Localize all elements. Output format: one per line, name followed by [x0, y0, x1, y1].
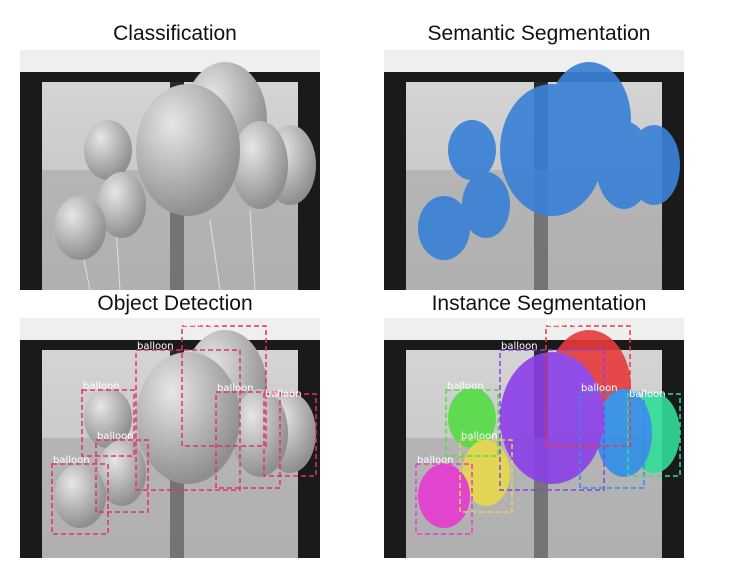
semantic-segmentation-image — [384, 50, 684, 290]
panel-object-detection: balloon balloon balloon balloon balloon … — [20, 318, 320, 558]
instance-label: balloon — [547, 318, 584, 329]
detection-boxes — [51, 325, 317, 535]
instance-label: balloon — [501, 341, 538, 352]
title-semantic-segmentation: Semantic Segmentation — [427, 22, 651, 45]
title-instance-segmentation: Instance Segmentation — [431, 292, 647, 315]
title-object-detection: Object Detection — [97, 292, 253, 315]
instance-box — [415, 463, 473, 535]
detection-box — [135, 349, 241, 491]
instance-mask-yellow — [462, 440, 510, 506]
instance-box — [627, 393, 681, 477]
detection-label: balloon — [265, 389, 302, 400]
detection-label: balloon — [217, 383, 254, 394]
balloon-group — [54, 62, 316, 260]
instance-mask-pink — [418, 464, 470, 528]
instance-mask-green — [448, 388, 496, 448]
detection-box — [263, 393, 317, 477]
detection-label: balloon — [183, 318, 220, 329]
detection-box — [181, 325, 267, 447]
instance-mask-blue — [596, 389, 652, 477]
detection-box — [215, 391, 281, 489]
title-classification: Classification — [113, 22, 237, 45]
detection-box — [95, 439, 149, 513]
instance-label: balloon — [417, 455, 454, 466]
instance-label: balloon — [447, 381, 484, 392]
instance-label: balloon — [461, 431, 498, 442]
object-detection-image: balloon balloon balloon balloon balloon … — [20, 318, 320, 558]
detection-box — [81, 389, 135, 457]
panel-classification — [20, 50, 320, 290]
detection-label: balloon — [53, 455, 90, 466]
panel-semantic-segmentation — [384, 50, 684, 290]
panel-instance-segmentation: balloon balloon balloon balloon balloon … — [384, 318, 684, 558]
classification-image — [20, 50, 320, 290]
instance-box — [459, 439, 513, 513]
detection-box — [51, 463, 109, 535]
instance-box — [579, 391, 645, 489]
instance-segmentation-image: balloon balloon balloon balloon balloon … — [384, 318, 684, 558]
detection-label: balloon — [137, 341, 174, 352]
semantic-mask — [418, 62, 680, 260]
instance-masks — [418, 330, 680, 528]
instance-box — [445, 389, 499, 457]
instance-box — [545, 325, 631, 447]
instance-mask-purple — [500, 352, 604, 484]
instance-label: balloon — [629, 389, 666, 400]
detection-label: balloon — [97, 431, 134, 442]
instance-box — [499, 349, 605, 491]
detection-label: balloon — [83, 381, 120, 392]
instance-label: balloon — [581, 383, 618, 394]
